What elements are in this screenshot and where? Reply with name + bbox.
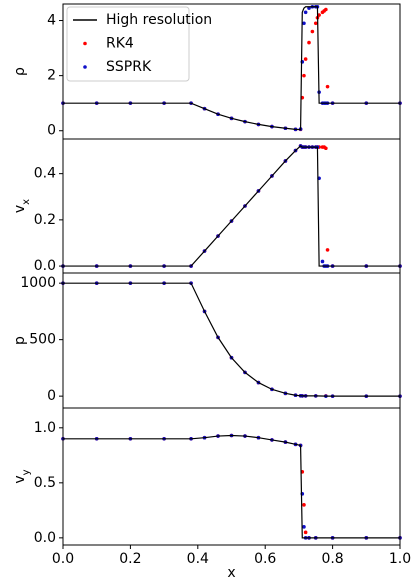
point: [302, 525, 306, 529]
point: [302, 21, 306, 26]
x-tick-label: 0.6: [254, 551, 276, 567]
panel: 0.0 0.5 1.0 0.0 0.2 0.4 0.6 0.8 1.0 x vy: [12, 407, 411, 581]
point: [307, 40, 311, 45]
legend: High resolution RK4 SSPRK: [66, 6, 212, 82]
x-tick-label: 1.0: [389, 551, 411, 567]
y-tick-label: 1000: [20, 275, 56, 291]
legend-swatch: [83, 65, 87, 69]
y-tick-label: 1.0: [34, 420, 56, 436]
x-tick-label: 0.2: [119, 551, 141, 567]
legend-swatch: [83, 41, 87, 46]
line: [63, 282, 400, 397]
x-tick-label: 0.0: [52, 551, 74, 567]
panel: 0 2 4 ρ High resolution RK4 SSPRK: [12, 3, 402, 140]
y-tick-label: 0.4: [34, 166, 56, 182]
y-tick-label: 0: [47, 388, 56, 404]
legend-label: RK4: [106, 36, 134, 52]
y-axis-label-sub: x: [21, 199, 32, 205]
point: [313, 21, 318, 26]
line: [63, 145, 400, 267]
y-axis-label-main: ρ: [12, 67, 28, 76]
y-tick-label: 0.0: [34, 530, 56, 546]
line: [63, 434, 400, 539]
point: [303, 57, 308, 61]
y-tick-label: 2: [47, 68, 56, 84]
x-tick-label: 0.8: [321, 551, 343, 567]
point: [325, 248, 330, 252]
line: [63, 6, 400, 131]
y-tick-label: 0.2: [34, 212, 56, 228]
legend-label: High resolution: [106, 12, 212, 28]
y-axis-label-main: p: [12, 336, 28, 345]
point: [320, 259, 325, 264]
y-axis-label-sub: y: [21, 469, 32, 475]
x-axis-label: x: [227, 565, 235, 581]
point: [310, 29, 315, 34]
axes-frame: [62, 272, 401, 409]
axes-frame: [62, 138, 401, 274]
legend-box: [66, 6, 190, 82]
y-tick-label: 0: [47, 123, 56, 139]
y-axis-label-main: v: [12, 205, 28, 213]
panel: 0.0 0.2 0.4 vx: [12, 138, 402, 274]
legend-label: SSPRK: [106, 59, 152, 75]
y-axis-label: vy: [12, 469, 32, 483]
point: [303, 530, 308, 535]
x-tick-label: 0.4: [187, 551, 209, 567]
point: [325, 84, 330, 89]
y-axis-label: ρ: [12, 67, 28, 76]
point: [302, 73, 306, 78]
y-tick-label: 0.0: [34, 258, 56, 274]
y-axis-label: vx: [12, 199, 32, 213]
y-axis-label: p: [12, 336, 28, 345]
point: [324, 146, 328, 151]
y-axis-label-main: v: [12, 475, 28, 483]
y-tick-label: 500: [29, 332, 56, 348]
panel: 0 500 1000 p: [12, 272, 402, 409]
y-tick-label: 0.5: [34, 475, 56, 491]
point: [303, 10, 308, 15]
point: [317, 13, 321, 17]
axes-frame: [62, 407, 401, 546]
y-tick-label: 4: [47, 13, 56, 29]
point: [324, 7, 328, 12]
point: [302, 503, 306, 507]
